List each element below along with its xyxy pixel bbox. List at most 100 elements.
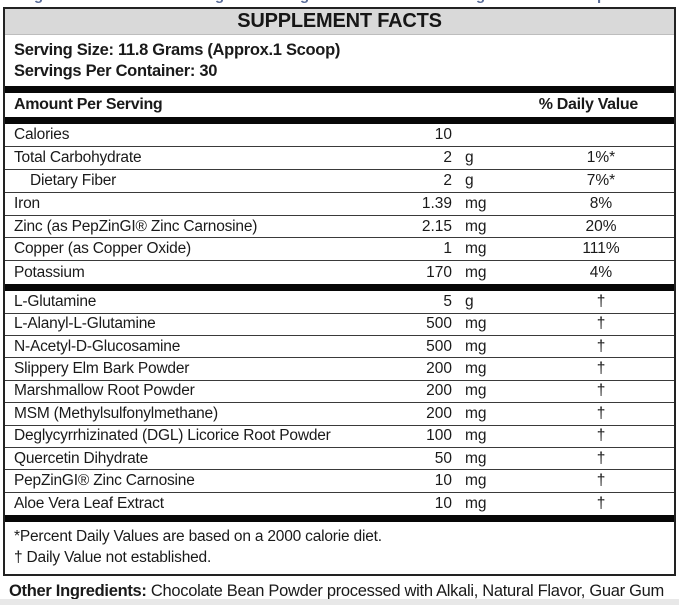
nutrient-name: Iron — [14, 194, 40, 212]
nutrient-row: Aloe Vera Leaf Extract 10 mg † — [5, 493, 674, 515]
nutrient-amount: 10 — [434, 494, 452, 512]
nutrient-unit: g — [465, 148, 474, 166]
nutrient-daily-value: 111% — [582, 240, 620, 258]
nutrient-unit: mg — [465, 382, 487, 400]
nutrient-unit: mg — [465, 194, 487, 212]
serving-size-text: Serving Size: 11.8 Grams (Approx.1 Scoop… — [14, 41, 341, 59]
nutrient-row: MSM (Methylsulfonylmethane) 200 mg † — [5, 403, 674, 426]
nutrient-daily-value: † — [596, 472, 606, 490]
nutrient-row: Potassium 170 mg 4% — [5, 261, 674, 284]
other-ingredients-label: Other Ingredients: — [9, 582, 147, 601]
nutrient-row: Marshmallow Root Powder 200 mg † — [5, 381, 674, 404]
nutrient-row: Dietary Fiber 2 g 7%* — [5, 170, 674, 193]
nutrient-daily-value: † — [596, 337, 606, 355]
nutrient-daily-value: † — [596, 449, 606, 467]
nutrient-daily-value: 4% — [589, 263, 613, 281]
nutrient-amount: 2 — [443, 171, 452, 189]
nutrient-unit: mg — [465, 240, 487, 258]
nutrient-amount: 200 — [426, 382, 452, 400]
supplement-facts-panel: SUPPLEMENT FACTS Serving Size: 11.8 Gram… — [3, 7, 676, 577]
nutrients-section-1: Calories 10 Total Carbohydrate 2 g 1%* Dietary… — [5, 124, 674, 284]
nutrient-amount: 200 — [426, 360, 452, 378]
nutrient-name: Total Carbohydrate — [14, 148, 142, 166]
nutrient-amount: 500 — [426, 337, 452, 355]
thick-divider — [5, 515, 674, 523]
nutrient-daily-value: 20% — [585, 217, 617, 235]
nutrients-section-2: L-Glutamine 5 g † L-Alanyl-L-Glutamine 500 mg †… — [5, 291, 674, 515]
nutrient-row: Calories 10 — [5, 124, 674, 147]
nutrient-name: Slippery Elm Bark Powder — [14, 360, 190, 378]
nutrient-row: Copper (as Copper Oxide) 1 mg 111% — [5, 238, 674, 262]
nutrient-row: PepZinGI® Zinc Carnosine 10 mg † — [5, 470, 674, 493]
footnotes: *Percent Daily Values are based on a 200… — [5, 522, 674, 574]
truncated-text-fragment: g — [34, 0, 43, 4]
nutrient-name: Deglycyrrhizinated (DGL) Licorice Root P… — [14, 427, 331, 445]
nutrient-amount: 170 — [426, 263, 452, 281]
nutrient-unit: mg — [465, 494, 487, 512]
nutrient-daily-value: 7%* — [586, 171, 616, 189]
servings-per-container-text: Servings Per Container: 30 — [14, 62, 218, 80]
truncated-text-fragment: g — [215, 0, 224, 4]
nutrient-row: Deglycyrrhizinated (DGL) Licorice Root P… — [5, 426, 674, 448]
nutrient-name: Marshmallow Root Powder — [14, 382, 195, 400]
nutrient-name: N-Acetyl-D-Glucosamine — [14, 337, 181, 355]
nutrient-amount: 1.39 — [421, 194, 452, 212]
nutrient-amount: 10 — [434, 472, 452, 490]
nutrient-name: Calories — [14, 125, 70, 143]
nutrient-daily-value: 8% — [589, 194, 613, 212]
nutrient-name: Copper (as Copper Oxide) — [14, 240, 191, 258]
nutrient-name: Zinc (as PepZinGI® Zinc Carnosine) — [14, 217, 258, 235]
page-title: SUPPLEMENT FACTS — [237, 10, 442, 32]
nutrient-unit: mg — [465, 360, 487, 378]
nutrient-name: L-Glutamine — [14, 292, 97, 310]
other-ingredients: Other Ingredients: Chocolate Bean Powder… — [0, 576, 679, 607]
truncated-text-fragment: g — [476, 0, 485, 4]
nutrient-name: PepZinGI® Zinc Carnosine — [14, 472, 195, 490]
nutrient-unit: mg — [465, 404, 487, 422]
nutrient-unit: mg — [465, 472, 487, 490]
nutrient-daily-value: † — [596, 292, 606, 310]
nutrient-unit: mg — [465, 427, 487, 445]
nutrient-unit: g — [465, 292, 474, 310]
truncated-top-text: ggggp — [0, 0, 679, 7]
nutrient-row: L-Alanyl-L-Glutamine 500 mg † — [5, 314, 674, 337]
bottom-page-strip — [0, 599, 679, 605]
nutrient-amount: 200 — [426, 404, 452, 422]
nutrient-name: Aloe Vera Leaf Extract — [14, 494, 164, 512]
nutrient-row: Slippery Elm Bark Powder 200 mg † — [5, 358, 674, 381]
nutrient-name: Potassium — [14, 263, 85, 281]
nutrient-row: Quercetin Dihydrate 50 mg † — [5, 448, 674, 471]
nutrient-amount: 2 — [443, 148, 452, 166]
nutrient-amount: 1 — [443, 240, 452, 258]
footnote-daily-values: *Percent Daily Values are based on a 200… — [14, 528, 382, 546]
nutrient-name: MSM (Methylsulfonylmethane) — [14, 404, 218, 422]
nutrient-daily-value: † — [596, 360, 606, 378]
columns-header: Amount Per Serving % Daily Value — [5, 93, 674, 117]
nutrient-amount: 2.15 — [421, 217, 452, 235]
thick-divider — [5, 117, 674, 124]
nutrient-name: L-Alanyl-L-Glutamine — [14, 315, 156, 333]
nutrient-daily-value: † — [596, 427, 606, 445]
nutrient-unit: g — [465, 171, 474, 189]
nutrient-amount: 500 — [426, 315, 452, 333]
amount-per-serving-header: Amount Per Serving — [14, 96, 163, 113]
nutrient-amount: 100 — [426, 427, 452, 445]
serving-info: Serving Size: 11.8 Grams (Approx.1 Scoop… — [5, 35, 674, 86]
nutrient-unit: mg — [465, 263, 487, 281]
truncated-text-fragment: g — [300, 0, 309, 4]
nutrient-row: N-Acetyl-D-Glucosamine 500 mg † — [5, 336, 674, 359]
nutrient-unit: mg — [465, 315, 487, 333]
nutrient-unit: mg — [465, 217, 487, 235]
thick-divider — [5, 86, 674, 93]
nutrient-daily-value: † — [596, 404, 606, 422]
nutrient-daily-value: † — [596, 494, 606, 512]
nutrient-amount: 5 — [443, 292, 452, 310]
truncated-text-fragment: p — [597, 0, 606, 4]
nutrient-row: Iron 1.39 mg 8% — [5, 193, 674, 216]
thick-divider — [5, 284, 674, 292]
nutrient-row: Zinc (as PepZinGI® Zinc Carnosine) 2.15 mg… — [5, 216, 674, 239]
nutrient-daily-value: 1%* — [586, 148, 616, 166]
nutrient-daily-value: † — [596, 315, 606, 333]
nutrient-unit: mg — [465, 449, 487, 467]
nutrient-name: Dietary Fiber — [30, 171, 117, 189]
